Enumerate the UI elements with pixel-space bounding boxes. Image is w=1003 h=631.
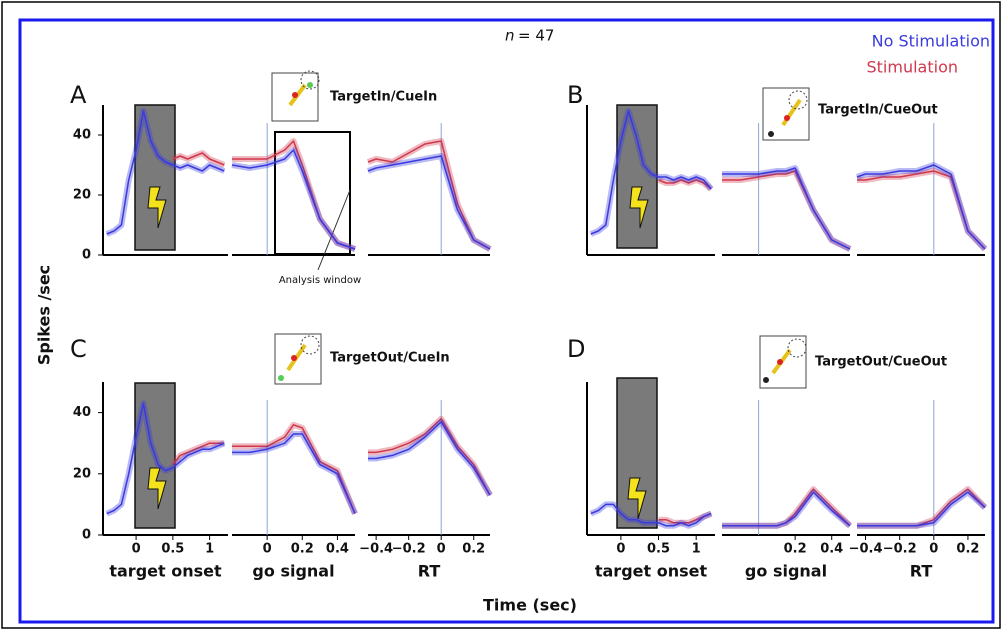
condition-label: TargetOut/CueIn bbox=[330, 351, 450, 366]
error-band bbox=[857, 489, 988, 529]
x-tick-label: 1 bbox=[692, 542, 701, 557]
x-axis-title: go signal bbox=[252, 562, 334, 581]
x-axis-title: target onset bbox=[109, 562, 222, 581]
series-line bbox=[172, 442, 225, 466]
series-line bbox=[590, 110, 712, 235]
condition-label: TargetIn/CueOut bbox=[818, 103, 938, 118]
series-line bbox=[368, 421, 491, 496]
series-line bbox=[231, 149, 356, 250]
x-tick-label: 1 bbox=[205, 542, 214, 557]
x-axis-label: Time (sec) bbox=[483, 596, 577, 615]
x-axis-title: RT bbox=[418, 562, 441, 581]
x-tick-label: −0.4 bbox=[359, 542, 393, 557]
series-line bbox=[232, 433, 356, 514]
panel-letter: A bbox=[70, 81, 87, 109]
x-axis-title: RT bbox=[910, 562, 933, 581]
series-line bbox=[856, 164, 986, 250]
x-axis-title: go signal bbox=[745, 562, 827, 581]
annotation-arrow bbox=[317, 189, 351, 271]
series-line bbox=[722, 167, 851, 250]
y-tick-label: 20 bbox=[73, 188, 91, 203]
x-tick-label: 0.4 bbox=[820, 542, 843, 557]
stimulation-box bbox=[134, 104, 658, 529]
blue-frame bbox=[18, 18, 995, 624]
y-tick-label: 40 bbox=[73, 405, 91, 420]
series-line bbox=[172, 152, 225, 166]
series-line bbox=[722, 491, 851, 527]
series-line bbox=[658, 179, 712, 190]
y-tick-label: 40 bbox=[73, 128, 91, 143]
series-line bbox=[106, 110, 225, 235]
series-line bbox=[368, 417, 491, 496]
x-tick-label: −0.2 bbox=[883, 542, 917, 557]
panel-letter: B bbox=[567, 81, 583, 109]
error-band bbox=[857, 168, 988, 252]
x-tick-label: 0 bbox=[437, 542, 446, 557]
legend-entry: Stimulation bbox=[867, 58, 959, 77]
series-line bbox=[232, 424, 356, 514]
x-tick-label: 0.2 bbox=[291, 542, 314, 557]
x-tick-label: 0.2 bbox=[462, 542, 485, 557]
y-axis-label: Spikes /sec bbox=[35, 265, 54, 365]
condition-label: TargetOut/CueOut bbox=[815, 355, 947, 370]
y-tick-label: 20 bbox=[73, 466, 91, 481]
x-tick-label: 0 bbox=[929, 542, 938, 557]
condition-icon bbox=[271, 70, 810, 389]
x-tick-label: 0.2 bbox=[784, 542, 807, 557]
x-tick-label: 0.5 bbox=[647, 542, 670, 557]
x-tick-label: −0.2 bbox=[392, 542, 426, 557]
lightning-icon bbox=[147, 186, 649, 520]
y-tick-label: 0 bbox=[82, 528, 91, 543]
x-tick-label: 0 bbox=[263, 542, 272, 557]
series-line bbox=[857, 170, 986, 250]
x-tick-label: 0.2 bbox=[956, 542, 979, 557]
x-tick-label: 0 bbox=[616, 542, 625, 557]
x-axis-title: target onset bbox=[595, 562, 708, 581]
x-tick-label: 0 bbox=[132, 542, 141, 557]
n-value: = 47 bbox=[518, 27, 554, 45]
y-tick-label: 0 bbox=[82, 248, 91, 263]
error-band bbox=[231, 147, 356, 252]
x-tick-label: −0.4 bbox=[849, 542, 883, 557]
annotation: Analysis window bbox=[279, 275, 361, 286]
series-line bbox=[106, 402, 225, 515]
panel-letter: D bbox=[567, 335, 585, 363]
series-line bbox=[857, 491, 986, 527]
condition-label: TargetIn/CueIn bbox=[330, 90, 437, 105]
series-line bbox=[367, 155, 491, 250]
panel-letter: C bbox=[70, 335, 87, 363]
legend-entry: No Stimulation bbox=[872, 32, 990, 51]
series-line bbox=[367, 140, 491, 250]
x-tick-label: 0.4 bbox=[326, 542, 349, 557]
x-tick-label: 0.5 bbox=[161, 542, 184, 557]
n-symbol: n bbox=[505, 27, 515, 45]
series-line bbox=[590, 503, 712, 527]
